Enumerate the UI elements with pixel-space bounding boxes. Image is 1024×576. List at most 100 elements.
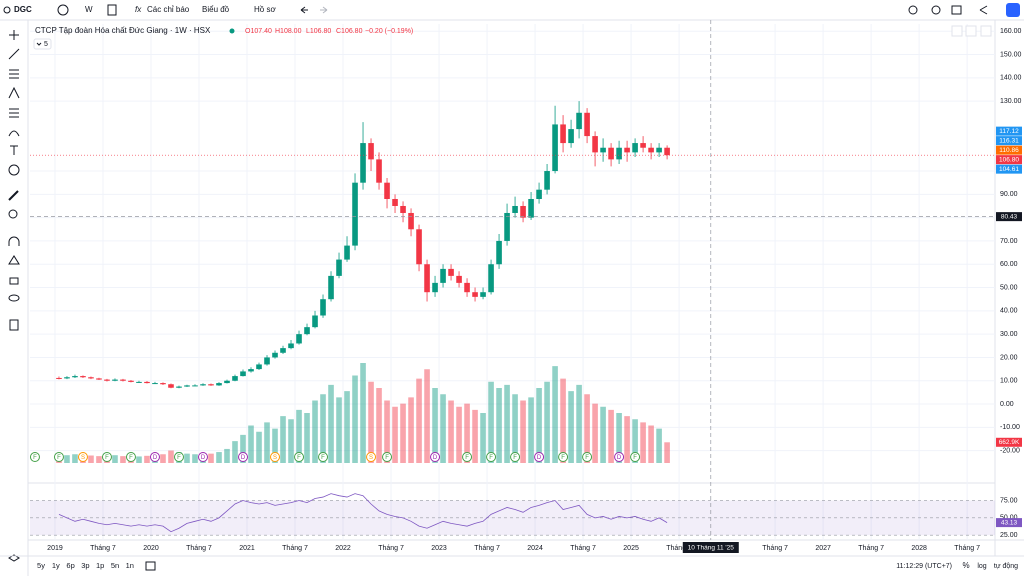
grid	[30, 24, 995, 540]
volume-bar	[528, 397, 534, 463]
crosshair-tool[interactable]	[9, 30, 19, 40]
delete-tool[interactable]	[9, 319, 19, 331]
y-tick-label: 90.00	[1000, 191, 1018, 198]
profile[interactable]: Hồ sơ	[254, 5, 276, 14]
range-button[interactable]: 1p	[96, 561, 104, 570]
trendline-tool[interactable]	[8, 48, 20, 60]
candle-body	[168, 384, 174, 388]
draw-mode[interactable]	[8, 255, 20, 265]
replay[interactable]	[908, 5, 918, 15]
clock: 11:12:29 (UTC+7)	[896, 563, 952, 570]
symbol[interactable]: DGC	[14, 5, 32, 14]
event-label: F	[385, 455, 389, 461]
redo[interactable]	[320, 6, 328, 14]
range-button[interactable]: 5n	[111, 561, 119, 570]
y-tick-label: 70.00	[1000, 238, 1018, 245]
volume-bar	[264, 422, 270, 463]
fullscreen[interactable]	[951, 5, 962, 15]
candle-body	[328, 275, 334, 300]
y-tick-label: 0.00	[1000, 401, 1014, 408]
volume-bar	[552, 366, 558, 463]
pane-collapse[interactable]	[965, 25, 977, 37]
y-tick-label: 130.00	[1000, 98, 1022, 105]
bottom-bar: 5y 1y 6p 3p 1p 5n 1n 11:12:29 (UTC+7) % log tự…	[37, 561, 1018, 571]
candle-body	[544, 171, 550, 190]
date-range-icon[interactable]	[145, 561, 156, 571]
candle-body	[576, 112, 582, 130]
crosshair-x-label: 10 Tháng 11 '25	[688, 545, 735, 552]
log-toggle[interactable]: log	[977, 563, 986, 570]
candle-body	[608, 147, 614, 160]
event-label: F	[105, 455, 109, 461]
emoji-tool[interactable]	[8, 164, 20, 176]
undo[interactable]	[300, 6, 308, 14]
event-marker	[582, 452, 593, 462]
volume-bar	[136, 456, 142, 463]
volume-badge-bg	[996, 437, 1022, 447]
volume-bar	[280, 416, 286, 463]
candle-body	[256, 364, 262, 370]
range-button[interactable]: 6p	[66, 561, 74, 570]
pane-reset[interactable]	[980, 25, 992, 37]
event-label: F	[633, 455, 637, 461]
interval[interactable]: W	[85, 5, 93, 14]
volume-bar	[328, 384, 334, 463]
candle-body	[408, 212, 414, 230]
range-button[interactable]: 1y	[52, 561, 60, 570]
candle-body	[272, 352, 278, 358]
candle-body	[240, 371, 246, 377]
volume-bar	[112, 455, 118, 463]
forecast-tool[interactable]	[9, 108, 19, 118]
ruler-tool[interactable]	[8, 190, 19, 201]
y-tick-label: 160.00	[1000, 28, 1022, 35]
hide-tool[interactable]	[8, 294, 20, 302]
range-button[interactable]: 3p	[81, 561, 89, 570]
x-tick-label: 2027	[815, 545, 831, 552]
volume-bar	[240, 434, 246, 463]
chart-type[interactable]: Biểu đồ	[202, 5, 230, 14]
indicator-toggle[interactable]	[33, 38, 52, 50]
volume-bar	[352, 375, 358, 463]
left-toolbar	[8, 30, 20, 562]
volume-bar	[400, 403, 406, 463]
candle-type-icon[interactable]	[107, 4, 117, 16]
y-tick-label: 140.00	[1000, 75, 1022, 82]
share[interactable]	[979, 5, 988, 15]
candle-body	[456, 275, 462, 283]
candle-body	[200, 384, 206, 386]
text-tool[interactable]	[10, 145, 18, 155]
candle-body	[632, 143, 638, 153]
volume-bar	[72, 454, 78, 463]
candle-body	[400, 205, 406, 213]
volume-bar	[232, 441, 238, 463]
range-button[interactable]: 5y	[37, 561, 45, 570]
lock-tool[interactable]	[9, 277, 19, 285]
fx-icon: fx	[135, 5, 142, 14]
fib-tool[interactable]	[9, 69, 19, 79]
logo[interactable]	[1006, 3, 1020, 17]
event-label: F	[513, 455, 517, 461]
candle-body	[248, 369, 254, 372]
event-marker	[534, 452, 545, 462]
pane-down[interactable]	[951, 25, 963, 37]
volume-bar	[496, 388, 502, 463]
compare-button[interactable]	[57, 4, 69, 16]
search-icon[interactable]	[3, 6, 11, 14]
auto-toggle[interactable]: tự động	[994, 563, 1018, 570]
candle-body	[488, 264, 494, 293]
legend-low: L106.80	[306, 28, 331, 35]
brush-tool[interactable]	[8, 130, 20, 137]
magnet-tool[interactable]	[8, 236, 20, 246]
volume-bar	[640, 422, 646, 463]
settings[interactable]	[931, 5, 941, 15]
percent[interactable]: %	[962, 561, 969, 570]
range-button[interactable]: 1n	[126, 561, 134, 570]
candle-body	[80, 376, 86, 378]
indicators[interactable]: Các chỉ báo	[147, 5, 190, 14]
candle-body	[184, 385, 190, 387]
pattern-tool[interactable]	[8, 86, 20, 99]
zoom-tool[interactable]	[8, 209, 18, 219]
candle-body	[432, 282, 438, 293]
event-marker	[125, 452, 136, 462]
